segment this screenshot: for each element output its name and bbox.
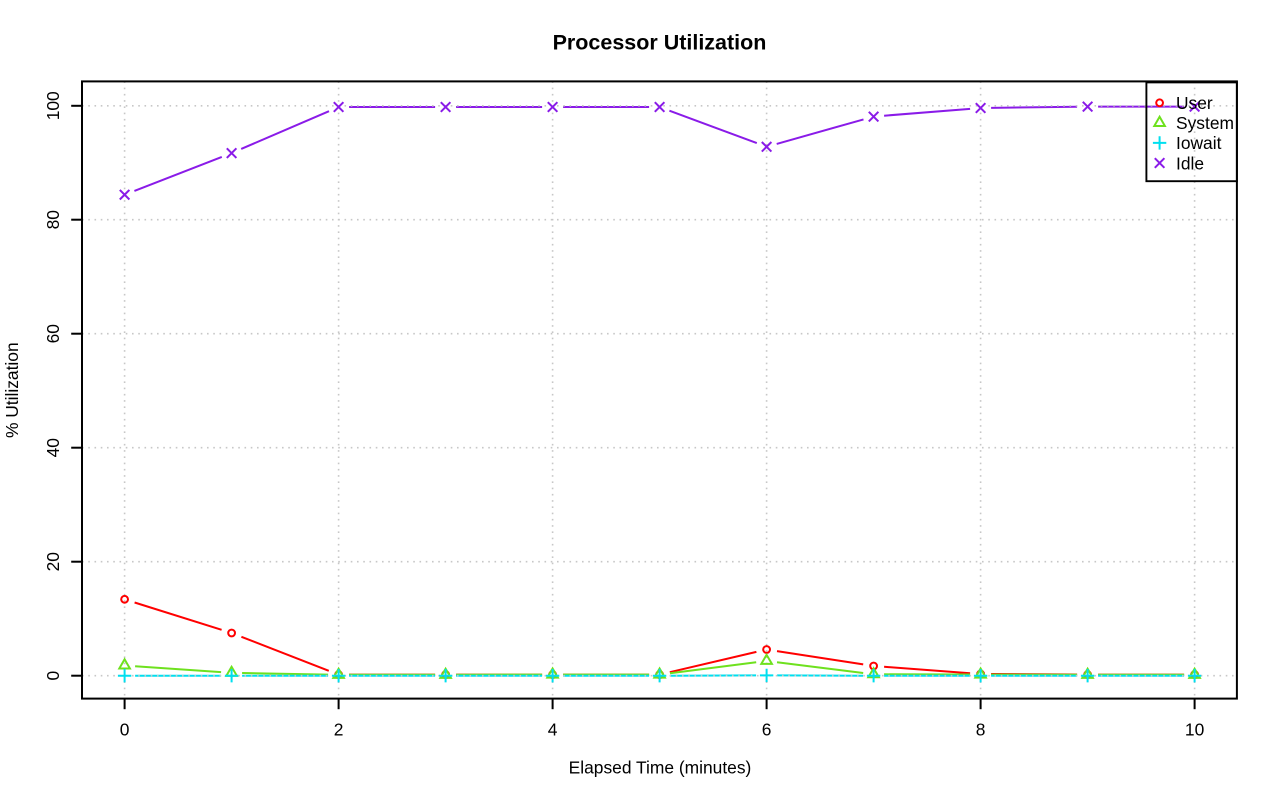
svg-text:6: 6 bbox=[762, 720, 772, 740]
svg-text:4: 4 bbox=[548, 720, 558, 740]
svg-text:% Utilization: % Utilization bbox=[2, 342, 22, 438]
svg-text:80: 80 bbox=[43, 210, 63, 229]
svg-text:20: 20 bbox=[43, 552, 63, 571]
svg-text:Idle: Idle bbox=[1176, 153, 1204, 173]
svg-text:10: 10 bbox=[1185, 720, 1204, 740]
svg-text:User: User bbox=[1176, 93, 1213, 113]
svg-text:8: 8 bbox=[976, 720, 986, 740]
svg-text:Elapsed Time (minutes): Elapsed Time (minutes) bbox=[569, 758, 752, 778]
svg-text:Processor Utilization: Processor Utilization bbox=[553, 31, 767, 55]
svg-text:100: 100 bbox=[43, 91, 63, 120]
svg-text:40: 40 bbox=[43, 438, 63, 457]
svg-text:60: 60 bbox=[43, 324, 63, 343]
svg-text:Iowait: Iowait bbox=[1176, 133, 1222, 153]
svg-text:System: System bbox=[1176, 113, 1234, 133]
svg-text:0: 0 bbox=[120, 720, 130, 740]
svg-text:2: 2 bbox=[334, 720, 344, 740]
svg-text:0: 0 bbox=[43, 671, 63, 681]
